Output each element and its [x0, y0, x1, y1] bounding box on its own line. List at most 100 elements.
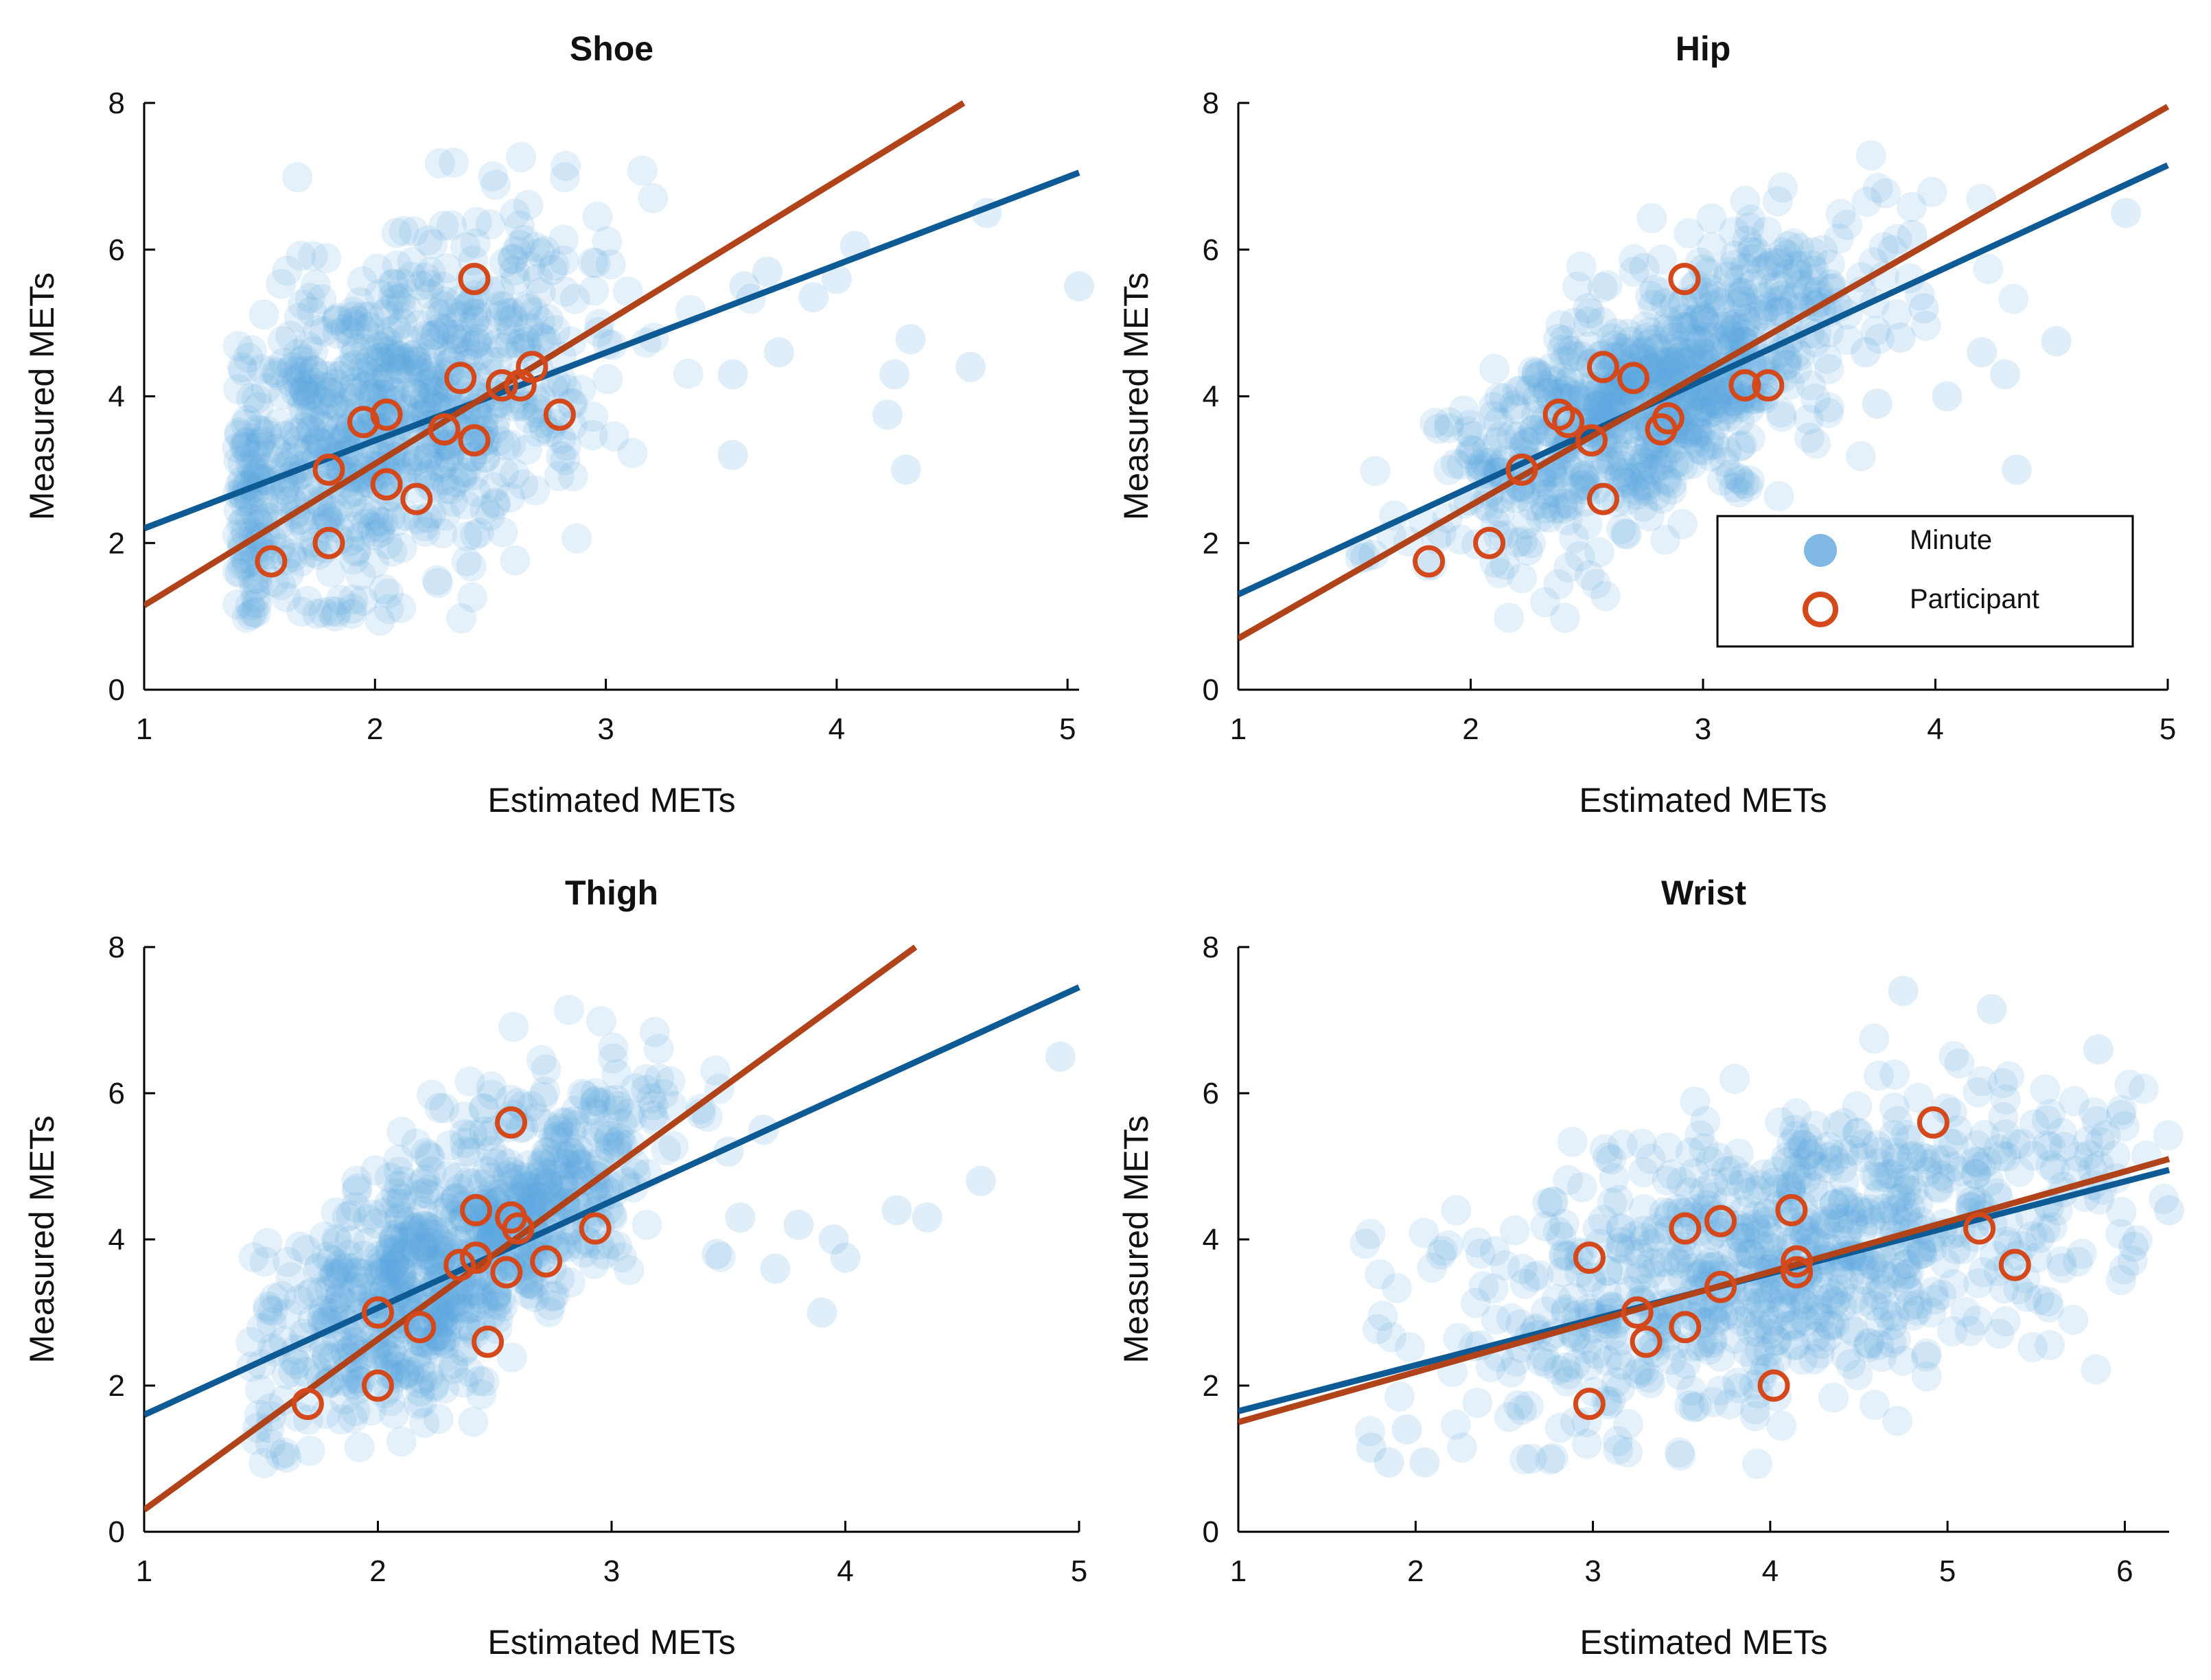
minute-point [1828, 1108, 1859, 1139]
minute-point [512, 1171, 543, 1202]
minute-point [1615, 326, 1646, 357]
minute-point [1794, 1139, 1825, 1169]
minute-point [1553, 552, 1584, 583]
minute-point [492, 1160, 523, 1191]
minute-point [1644, 356, 1675, 387]
minute-point [561, 1145, 592, 1176]
minute-point [1513, 1390, 1544, 1421]
minute-point [516, 1268, 546, 1299]
minute-point [1629, 1356, 1660, 1387]
minute-point [2107, 1095, 2137, 1125]
minute-point [601, 1084, 632, 1115]
minute-point [420, 319, 451, 350]
minute-point [379, 1399, 410, 1430]
minute-point [1588, 390, 1619, 421]
minute-point [475, 209, 506, 240]
minute-point [560, 1187, 591, 1217]
minute-point [1642, 334, 1673, 364]
minute-point [513, 1239, 544, 1270]
minute-point [326, 1257, 356, 1287]
minute-point [445, 301, 476, 332]
minute-point [1667, 1243, 1697, 1274]
y-tick-label: 2 [1203, 526, 1219, 560]
minute-point [1730, 185, 1761, 216]
minute-point [450, 1310, 481, 1341]
minute-point [1628, 1194, 1659, 1224]
minute-point [385, 1352, 416, 1383]
minute-point [450, 292, 481, 323]
minute-point [331, 418, 362, 449]
minute-point [568, 1237, 599, 1268]
minute-point [452, 1167, 483, 1198]
minute-point [294, 282, 325, 313]
minute-point [1800, 1110, 1831, 1141]
minute-point [463, 517, 494, 548]
minute-point [1868, 1193, 1899, 1224]
minute-point [251, 373, 281, 404]
minute-point [1507, 526, 1538, 557]
minute-point [452, 1294, 483, 1325]
minute-point [1659, 357, 1690, 388]
minute-point [362, 253, 393, 284]
minute-point [401, 345, 432, 375]
minute-point [370, 1253, 400, 1284]
minute-point [632, 1209, 662, 1240]
minute-point [525, 237, 556, 268]
minute-point [496, 1156, 527, 1187]
minute-point [1882, 1150, 1913, 1180]
minute-point [357, 362, 388, 393]
minute-point [1581, 568, 1612, 599]
minute-point [1864, 1307, 1895, 1338]
y-tick-label: 2 [108, 526, 125, 560]
minute-point [1757, 1306, 1788, 1337]
minute-point [1597, 1187, 1628, 1218]
minute-point [423, 1307, 454, 1338]
minute-point [1448, 395, 1479, 426]
minute-point [1440, 448, 1471, 479]
minute-point [406, 270, 436, 301]
minute-point [1772, 240, 1803, 270]
minute-point [1516, 528, 1546, 559]
minute-point [1641, 1213, 1671, 1244]
minute-point [1676, 449, 1707, 480]
minute-point [1990, 1306, 2021, 1337]
minute-point [509, 1170, 540, 1201]
minute-point [1656, 345, 1687, 375]
minute-point [366, 1258, 396, 1289]
participant-point [543, 398, 576, 431]
minute-point [1772, 259, 1803, 290]
minute-point [380, 284, 411, 315]
minute-point [380, 339, 410, 370]
minute-point [1991, 1141, 2022, 1172]
minute-point [595, 1229, 626, 1259]
minute-point [1617, 353, 1647, 384]
minute-point [1628, 1157, 1659, 1187]
minute-point [582, 201, 613, 232]
minute-point [333, 1239, 364, 1270]
minute-point [594, 1121, 625, 1152]
minute-point [223, 495, 254, 526]
minute-point [500, 265, 531, 296]
minute-point [380, 342, 410, 373]
participant-point [1586, 482, 1619, 515]
minute-point [1685, 417, 1715, 447]
minute-point [1781, 1224, 1812, 1255]
minute-point [1465, 1238, 1496, 1269]
x-tick-label: 4 [1762, 1554, 1779, 1588]
minute-point [345, 1362, 375, 1393]
minute-point [1523, 1260, 1554, 1291]
minute-point [1764, 244, 1794, 275]
minute-point [248, 1448, 279, 1479]
minute-point [2032, 1130, 2063, 1161]
minute-point [1651, 438, 1682, 468]
minute-point [1783, 1136, 1813, 1167]
minute-point [965, 1165, 996, 1196]
x-tick-label: 5 [1059, 712, 1076, 746]
minute-point [1987, 1141, 2017, 1171]
minute-point [1547, 1257, 1577, 1287]
minute-point [1729, 1163, 1759, 1193]
minute-point [413, 1240, 444, 1271]
participant-point [404, 1311, 437, 1344]
minute-point [621, 1158, 651, 1189]
minute-point [1685, 325, 1716, 356]
